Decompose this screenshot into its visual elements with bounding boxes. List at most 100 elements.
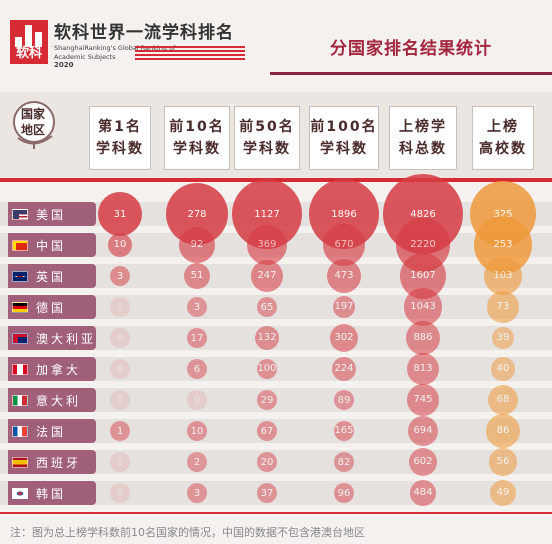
ca-flag-icon [12, 363, 28, 375]
column-header-1: 第1名 学科数 [89, 106, 151, 170]
data-bubble: 40 [491, 357, 515, 381]
brand-title-cn: 软科世界一流学科排名 [54, 23, 234, 43]
data-bubble: 302 [330, 324, 358, 352]
page-title: 分国家排名结果统计 [330, 39, 492, 59]
data-bubble: 37 [257, 483, 277, 503]
country-name: 法国 [36, 424, 67, 439]
data-bubble: 484 [410, 480, 436, 506]
data-bubble: 96 [334, 483, 354, 503]
data-bubble: 694 [407, 415, 439, 447]
data-bubble: 0 [110, 297, 130, 317]
column-header-4: 前100名 学科数 [309, 106, 379, 170]
data-bubble: 0 [110, 390, 130, 410]
data-bubble: 1043 [404, 288, 442, 326]
country-name: 英国 [36, 269, 67, 284]
country-name: 西班牙 [36, 455, 82, 470]
data-bubble: 92 [179, 227, 215, 263]
country-name: 德国 [36, 300, 67, 315]
data-bubble: 3 [110, 266, 130, 286]
column-header-2: 前10名 学科数 [164, 106, 230, 170]
au-flag-icon [12, 332, 28, 344]
country-name: 中国 [36, 238, 67, 253]
shanghairanking-logo: 软科 [10, 20, 48, 64]
data-bubble: 100 [256, 358, 278, 380]
country-label: 德国 [8, 295, 96, 319]
data-bubble: 49 [490, 480, 516, 506]
data-bubble: 2 [187, 452, 207, 472]
country-label: 中国 [8, 233, 96, 257]
data-bubble: 39 [491, 326, 515, 350]
footnote: 注：图为总上榜学科数前10名国家的情况，中国的数据不包含港澳台地区 [10, 526, 365, 539]
data-bubble: 197 [332, 295, 356, 319]
data-bubble: 29 [257, 390, 277, 410]
column-header-6: 上榜 高校数 [472, 106, 534, 170]
data-bubble: 73 [487, 291, 519, 323]
globe-icon [13, 101, 55, 149]
brand-year: 2020 [54, 61, 74, 69]
data-bubble: 89 [334, 390, 354, 410]
us-flag-icon [12, 208, 28, 220]
fr-flag-icon [12, 425, 28, 437]
country-name: 意大利 [36, 393, 82, 408]
country-name: 韩国 [36, 486, 67, 501]
data-bubble: 10 [187, 421, 207, 441]
data-bubble: 0 [110, 452, 130, 472]
it-flag-icon [12, 394, 28, 406]
de-flag-icon [12, 301, 28, 313]
brand-title-en-1: ShanghaiRanking's Global Ranking of [54, 44, 176, 52]
data-bubble: 247 [250, 259, 284, 293]
brand-title-en-2: Academic Subjects [54, 53, 116, 61]
data-bubble: 369 [246, 224, 288, 266]
country-name: 加拿大 [36, 362, 82, 377]
header: 软科 软科世界一流学科排名 ShanghaiRanking's Global R… [0, 0, 552, 80]
column-header-3: 前50名 学科数 [234, 106, 300, 170]
country-column-label: 国家 地区 [20, 107, 45, 137]
es-flag-icon [12, 456, 28, 468]
country-label: 美国 [8, 202, 96, 226]
kr-flag-icon [12, 487, 28, 499]
data-bubble: 602 [408, 447, 438, 477]
data-bubble: 86 [486, 414, 520, 448]
country-label: 西班牙 [8, 450, 96, 474]
column-header-5: 上榜学 科总数 [389, 106, 457, 170]
data-bubble: 3 [187, 483, 207, 503]
gb-flag-icon [12, 270, 28, 282]
cn-flag-icon [12, 239, 28, 251]
data-bubble: 31 [98, 192, 142, 236]
data-bubble: 0 [187, 390, 207, 410]
footer-rule [0, 512, 552, 514]
title-rule [270, 72, 552, 75]
logo-bars-icon [15, 25, 43, 47]
data-bubble: 65 [257, 297, 277, 317]
data-bubble: 82 [334, 452, 354, 472]
data-bubble: 224 [331, 356, 357, 382]
country-label: 韩国 [8, 481, 96, 505]
country-name: 澳大利亚 [35, 331, 96, 346]
data-bubble: 0 [110, 359, 130, 379]
data-bubble: 10 [107, 232, 133, 258]
country-label: 加拿大 [8, 357, 96, 381]
data-bubble: 0 [110, 328, 130, 348]
data-bubble: 0 [110, 483, 130, 503]
data-bubble: 51 [183, 262, 211, 290]
data-bubble: 103 [484, 257, 522, 295]
data-bubble: 813 [406, 352, 440, 386]
data-bubble: 6 [187, 359, 207, 379]
data-bubble: 3 [187, 297, 207, 317]
country-name: 美国 [36, 207, 67, 222]
country-label: 法国 [8, 419, 96, 443]
data-bubble: 20 [257, 452, 277, 472]
data-bubble: 17 [187, 328, 207, 348]
brand-block: 软科世界一流学科排名 ShanghaiRanking's Global Rank… [54, 18, 254, 69]
data-bubble: 473 [326, 258, 362, 294]
country-label: 意大利 [8, 388, 96, 412]
data-bubble: 1 [110, 421, 130, 441]
data-bubble: 886 [405, 320, 441, 356]
data-bubble: 745 [407, 384, 439, 416]
data-bubble: 165 [333, 420, 355, 442]
data-bubble: 67 [257, 421, 277, 441]
data-bubble: 56 [489, 448, 517, 476]
data-bubble: 132 [255, 326, 279, 350]
data-bubble: 68 [487, 384, 519, 416]
logo-text: 软科 [15, 46, 42, 61]
